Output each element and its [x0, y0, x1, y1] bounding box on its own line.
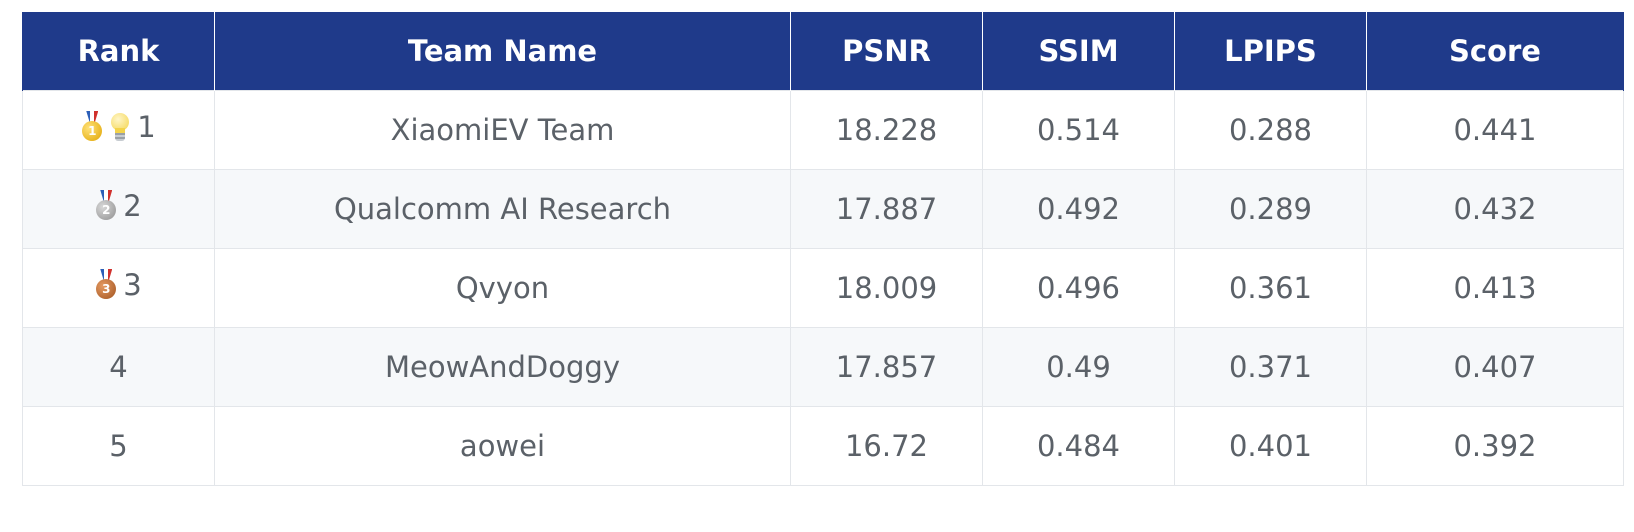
header-score: Score — [1366, 12, 1624, 91]
rank-group: 2 2 — [95, 189, 142, 223]
header-lpips: LPIPS — [1174, 12, 1367, 91]
lightbulb-icon — [109, 111, 131, 143]
ssim-cell: 0.492 — [982, 169, 1175, 249]
bronze-medal-icon: 3 — [95, 269, 117, 301]
team-name-cell: Qvyon — [214, 248, 791, 328]
medal-number: 1 — [82, 121, 103, 141]
score-cell: 0.432 — [1366, 169, 1624, 249]
rank-value: 1 — [137, 110, 156, 144]
rank-cell: 1 1 — [22, 90, 215, 170]
score-cell: 0.407 — [1366, 327, 1624, 407]
ssim-cell: 0.49 — [982, 327, 1175, 407]
leaderboard-table: Rank Team Name PSNR SSIM LPIPS Score 1 — [22, 12, 1624, 486]
header-team-name: Team Name — [214, 12, 791, 91]
rank-value: 2 — [123, 189, 142, 223]
rank-group: 3 3 — [95, 268, 142, 302]
medal-ribbon — [86, 111, 99, 123]
gold-medal-icon: 1 — [81, 111, 103, 143]
score-cell: 0.413 — [1366, 248, 1624, 328]
lpips-cell: 0.401 — [1174, 406, 1367, 486]
header-ssim: SSIM — [982, 12, 1175, 91]
rank-value: 3 — [123, 268, 142, 302]
leaderboard: Rank Team Name PSNR SSIM LPIPS Score 1 — [22, 12, 1624, 486]
lpips-cell: 0.288 — [1174, 90, 1367, 170]
medal-ribbon — [100, 269, 113, 281]
table-body: 1 1 XiaomiEV Team 18.228 0.514 0.288 0.4… — [22, 90, 1624, 486]
table-row: 5 aowei 16.72 0.484 0.401 0.392 — [22, 406, 1624, 486]
lpips-cell: 0.361 — [1174, 248, 1367, 328]
psnr-cell: 17.857 — [790, 327, 983, 407]
ssim-cell: 0.484 — [982, 406, 1175, 486]
psnr-cell: 18.009 — [790, 248, 983, 328]
ssim-cell: 0.496 — [982, 248, 1175, 328]
medal-number: 2 — [96, 200, 117, 220]
ssim-cell: 0.514 — [982, 90, 1175, 170]
lpips-cell: 0.371 — [1174, 327, 1367, 407]
rank-cell: 5 — [22, 406, 215, 486]
table-header: Rank Team Name PSNR SSIM LPIPS Score — [22, 12, 1624, 91]
medal-ribbon — [100, 190, 113, 202]
team-name-cell: aowei — [214, 406, 791, 486]
rank-group: 1 1 — [81, 110, 156, 144]
lpips-cell: 0.289 — [1174, 169, 1367, 249]
rank-cell: 4 — [22, 327, 215, 407]
table-row: 4 MeowAndDoggy 17.857 0.49 0.371 0.407 — [22, 327, 1624, 407]
team-name-cell: MeowAndDoggy — [214, 327, 791, 407]
rank-cell: 2 2 — [22, 169, 215, 249]
score-cell: 0.441 — [1366, 90, 1624, 170]
table-row: 1 1 XiaomiEV Team 18.228 0.514 0.288 0.4… — [22, 90, 1624, 170]
team-name-cell: Qualcomm AI Research — [214, 169, 791, 249]
team-name-cell: XiaomiEV Team — [214, 90, 791, 170]
rank-cell: 3 3 — [22, 248, 215, 328]
table-row: 2 2 Qualcomm AI Research 17.887 0.492 0.… — [22, 169, 1624, 249]
psnr-cell: 18.228 — [790, 90, 983, 170]
medal-number: 3 — [96, 279, 117, 299]
silver-medal-icon: 2 — [95, 190, 117, 222]
psnr-cell: 17.887 — [790, 169, 983, 249]
psnr-cell: 16.72 — [790, 406, 983, 486]
table-row: 3 3 Qvyon 18.009 0.496 0.361 0.413 — [22, 248, 1624, 328]
header-rank: Rank — [22, 12, 215, 91]
score-cell: 0.392 — [1366, 406, 1624, 486]
header-row: Rank Team Name PSNR SSIM LPIPS Score — [22, 12, 1624, 91]
header-psnr: PSNR — [790, 12, 983, 91]
